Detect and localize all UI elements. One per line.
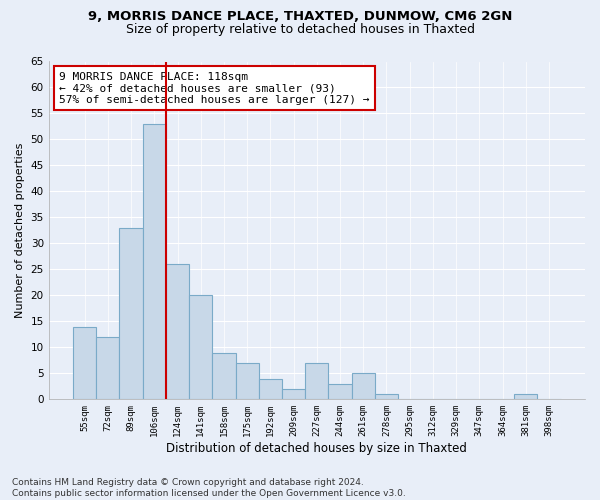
Bar bbox=[212, 352, 236, 400]
Bar bbox=[166, 264, 189, 400]
Bar bbox=[352, 374, 375, 400]
Bar bbox=[328, 384, 352, 400]
Bar bbox=[375, 394, 398, 400]
Y-axis label: Number of detached properties: Number of detached properties bbox=[15, 142, 25, 318]
Bar bbox=[73, 326, 96, 400]
Bar bbox=[305, 363, 328, 400]
Bar bbox=[259, 378, 282, 400]
Bar bbox=[96, 337, 119, 400]
Text: Contains HM Land Registry data © Crown copyright and database right 2024.
Contai: Contains HM Land Registry data © Crown c… bbox=[12, 478, 406, 498]
Text: 9, MORRIS DANCE PLACE, THAXTED, DUNMOW, CM6 2GN: 9, MORRIS DANCE PLACE, THAXTED, DUNMOW, … bbox=[88, 10, 512, 23]
Bar bbox=[514, 394, 538, 400]
Text: Size of property relative to detached houses in Thaxted: Size of property relative to detached ho… bbox=[125, 22, 475, 36]
Bar bbox=[143, 124, 166, 400]
Bar bbox=[189, 296, 212, 400]
Bar bbox=[236, 363, 259, 400]
Bar bbox=[282, 389, 305, 400]
X-axis label: Distribution of detached houses by size in Thaxted: Distribution of detached houses by size … bbox=[166, 442, 467, 455]
Bar bbox=[119, 228, 143, 400]
Text: 9 MORRIS DANCE PLACE: 118sqm
← 42% of detached houses are smaller (93)
57% of se: 9 MORRIS DANCE PLACE: 118sqm ← 42% of de… bbox=[59, 72, 370, 105]
